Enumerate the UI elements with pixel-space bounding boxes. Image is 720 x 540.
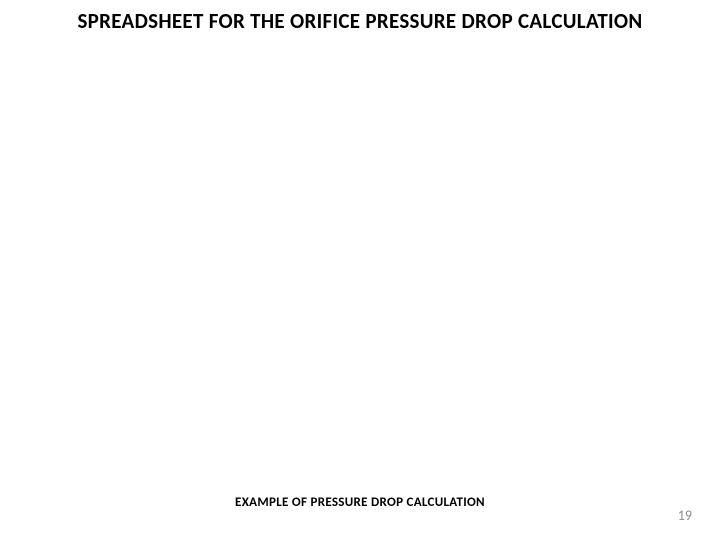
- slide-title: SPREADSHEET FOR THE ORIFICE PRESSURE DRO…: [0, 8, 720, 34]
- slide-container: SPREADSHEET FOR THE ORIFICE PRESSURE DRO…: [0, 0, 720, 540]
- slide-subtitle: EXAMPLE OF PRESSURE DROP CALCULATION: [0, 495, 720, 510]
- page-number: 19: [678, 507, 692, 524]
